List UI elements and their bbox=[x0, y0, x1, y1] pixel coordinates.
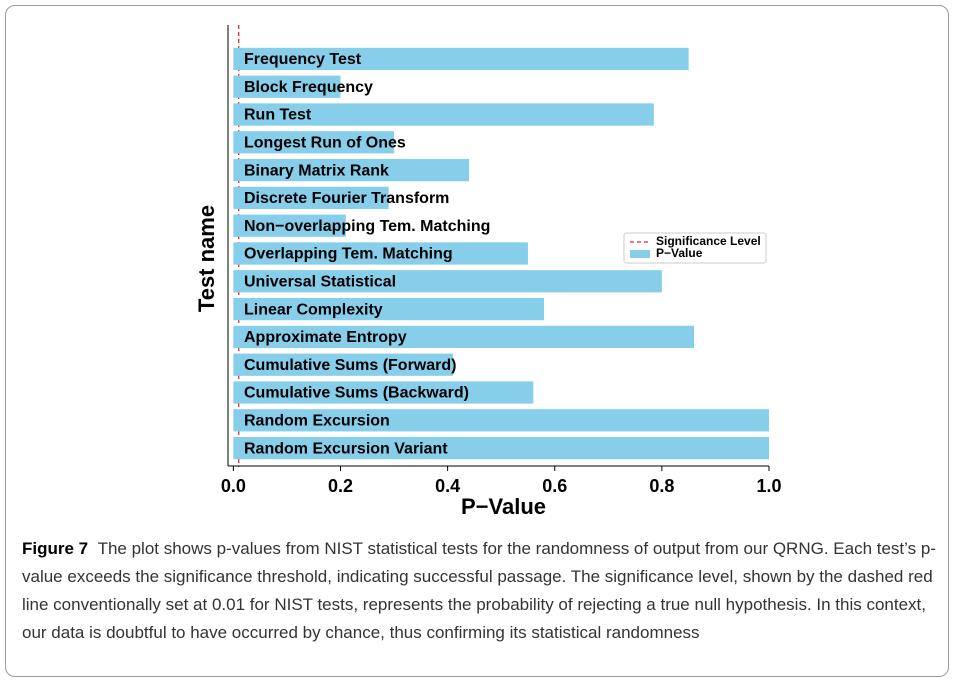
bar-label: Non−overlapping Tem. Matching bbox=[244, 218, 490, 235]
x-axis-label: P−Value bbox=[461, 494, 546, 519]
bar bbox=[233, 131, 395, 154]
caption: Figure 7 The plot shows p-values from NI… bbox=[22, 535, 942, 647]
bar-label: Discrete Fourier Transform bbox=[244, 190, 449, 207]
bar-label: Cumulative Sums (Forward) bbox=[244, 357, 456, 374]
bar-label: Random Excursion Variant bbox=[244, 440, 448, 457]
bar-label: Random Excursion bbox=[244, 413, 390, 430]
x-tick-label: 1.0 bbox=[756, 476, 781, 496]
x-tick-label: 0.8 bbox=[649, 476, 674, 496]
bar bbox=[233, 186, 389, 210]
bar bbox=[233, 103, 654, 126]
figure-frame bbox=[5, 5, 949, 677]
legend-swatch bbox=[630, 250, 650, 258]
caption-label: Figure 7 bbox=[22, 539, 89, 558]
bar-label: Universal Statistical bbox=[244, 274, 396, 291]
bar-label: Binary Matrix Rank bbox=[244, 162, 389, 179]
bar-label: Longest Run of Ones bbox=[244, 135, 406, 152]
bar bbox=[233, 381, 534, 404]
bar bbox=[233, 214, 346, 237]
legend-label: Significance Level bbox=[656, 234, 761, 248]
bar-label: Run Test bbox=[244, 107, 312, 124]
bar bbox=[233, 270, 662, 293]
legend-box bbox=[623, 232, 767, 264]
bar-label: Linear Complexity bbox=[244, 301, 383, 318]
bar bbox=[233, 47, 689, 71]
bar bbox=[233, 242, 528, 265]
bar-label: Approximate Entropy bbox=[244, 329, 407, 346]
bar-label: Frequency Test bbox=[244, 51, 362, 68]
x-tick-label: 0.2 bbox=[328, 476, 353, 496]
bar bbox=[233, 353, 453, 376]
bar-label: Block Frequency bbox=[244, 79, 373, 96]
caption-text: The plot shows p-values from NIST statis… bbox=[22, 539, 936, 642]
x-tick-label: 0.4 bbox=[435, 476, 460, 496]
bar-label: Overlapping Tem. Matching bbox=[244, 246, 453, 263]
legend-label: P−Value bbox=[656, 246, 703, 260]
x-tick-label: 0.6 bbox=[542, 476, 567, 496]
bar bbox=[233, 436, 769, 460]
bar bbox=[233, 75, 341, 98]
bar-label: Cumulative Sums (Backward) bbox=[244, 385, 469, 402]
bar bbox=[233, 297, 545, 321]
y-axis-label: Test name bbox=[194, 205, 219, 312]
bar bbox=[233, 158, 470, 182]
bar bbox=[233, 409, 769, 432]
chart: Frequency Test Block Frequency Run Test Lon… bbox=[194, 25, 782, 519]
bar bbox=[233, 325, 695, 349]
x-tick-label: 0.0 bbox=[221, 476, 246, 496]
